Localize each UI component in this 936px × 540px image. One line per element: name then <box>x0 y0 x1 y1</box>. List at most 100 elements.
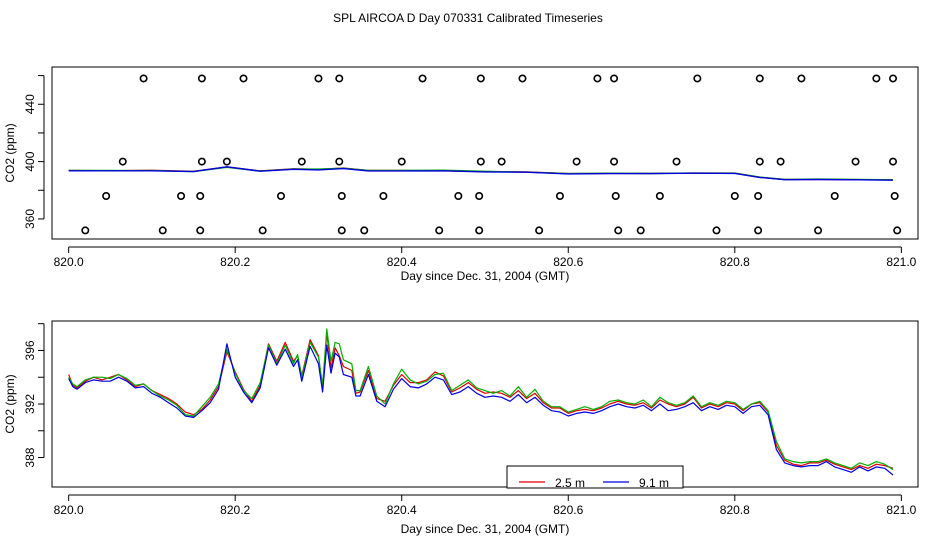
top-scatter-point <box>672 157 681 166</box>
bottom-x-tick-label: 820.6 <box>553 503 583 517</box>
top-scatter-point <box>335 157 344 166</box>
bottom-y-axis: 388 392 396 <box>23 323 45 468</box>
top-x-tick-label: 820.2 <box>220 255 250 269</box>
top-scatter <box>81 74 902 235</box>
top-scatter-point <box>222 157 231 166</box>
legend-box <box>506 465 684 489</box>
top-scatter-point <box>454 192 463 201</box>
top-scatter-point <box>258 226 267 235</box>
top-scatter-point <box>572 157 581 166</box>
top-scatter-point <box>196 226 205 235</box>
bottom-x-tick-label: 820.8 <box>720 503 750 517</box>
top-scatter-point <box>889 157 898 166</box>
top-scatter-point <box>535 226 544 235</box>
bottom-x-axis: 820.0 820.2 820.4 820.6 820.8 821.0 <box>54 494 917 517</box>
bottom-series-line-green <box>68 328 894 471</box>
top-scatter-point <box>397 157 406 166</box>
top-scatter-point <box>889 74 898 83</box>
top-scatter-point <box>755 74 764 83</box>
top-scatter-point <box>239 74 248 83</box>
top-scatter-point <box>297 157 306 166</box>
top-scatter-point <box>655 192 664 201</box>
top-x-tick-label: 820.6 <box>553 255 583 269</box>
top-scatter-point <box>475 226 484 235</box>
top-scatter-point <box>475 192 484 201</box>
top-scatter-point <box>337 226 346 235</box>
bottom-x-tick-label: 820.4 <box>387 503 417 517</box>
top-scatter-point <box>335 74 344 83</box>
top-scatter-point <box>851 157 860 166</box>
bottom-x-tick-label: 820.0 <box>54 503 84 517</box>
top-scatter-point <box>610 74 619 83</box>
bottom-x-tick-label: 820.2 <box>220 503 250 517</box>
top-scatter-point <box>158 226 167 235</box>
top-plot-frame <box>51 66 919 240</box>
bottom-y-tick-label: 396 <box>23 340 37 360</box>
top-scatter-point <box>754 226 763 235</box>
top-scatter-point <box>418 74 427 83</box>
top-scatter-point <box>610 157 619 166</box>
bottom-panel: 820.0 820.2 820.4 820.6 820.8 821.0 388 392 396… <box>3 320 919 536</box>
top-scatter-point <box>497 157 506 166</box>
top-scatter-point <box>118 157 127 166</box>
top-y-tick-label: 440 <box>23 94 37 114</box>
bottom-y-tick-label: 388 <box>23 447 37 467</box>
top-scatter-point <box>636 226 645 235</box>
top-scatter-point <box>476 157 485 166</box>
top-scatter-point <box>139 74 148 83</box>
top-scatter-point <box>197 157 206 166</box>
top-y-axis: 360 400 440 <box>23 75 45 229</box>
top-scatter-point <box>518 74 527 83</box>
bottom-series-line-2-5-m <box>68 332 894 471</box>
top-scatter-point <box>555 192 564 201</box>
top-scatter-point <box>196 192 205 201</box>
bottom-x-axis-label: Day since Dec. 31, 2004 (GMT) <box>401 522 570 536</box>
top-x-tick-label: 820.8 <box>720 255 750 269</box>
top-x-tick-label: 820.0 <box>54 255 84 269</box>
top-scatter-point <box>693 74 702 83</box>
bottom-series <box>68 328 894 476</box>
top-scatter-point <box>814 226 823 235</box>
top-scatter-point <box>337 192 346 201</box>
top-scatter-point <box>776 157 785 166</box>
top-panel: 820.0 820.2 820.4 820.6 820.8 821.0 360 400 440… <box>3 66 919 283</box>
top-scatter-point <box>81 226 90 235</box>
top-scatter-point <box>872 74 881 83</box>
legend-label-2-5m: 2.5 m <box>555 476 585 490</box>
top-scatter-point <box>102 192 111 201</box>
top-y-tick-label: 400 <box>23 151 37 171</box>
bottom-y-tick-label: 392 <box>23 394 37 414</box>
bottom-series-line-9-1-m <box>68 343 894 476</box>
top-scatter-point <box>177 192 186 201</box>
top-scatter-point <box>435 226 444 235</box>
top-series-line-blue <box>68 166 894 181</box>
top-scatter-point <box>379 192 388 201</box>
chart-title: SPL AIRCOA D Day 070331 Calibrated Times… <box>333 11 603 25</box>
top-scatter-point <box>593 74 602 83</box>
top-y-axis-label: CO2 (ppm) <box>3 123 17 182</box>
top-y-tick-label: 360 <box>23 209 37 229</box>
top-series <box>68 166 894 181</box>
top-scatter-point <box>754 192 763 201</box>
top-scatter-point <box>314 74 323 83</box>
bottom-plot-frame <box>51 320 919 488</box>
top-x-tick-label: 820.4 <box>387 255 417 269</box>
top-scatter-point <box>476 74 485 83</box>
top-x-axis-label: Day since Dec. 31, 2004 (GMT) <box>401 269 570 283</box>
top-scatter-point <box>830 192 839 201</box>
bottom-x-tick-label: 821.0 <box>886 503 916 517</box>
bottom-y-axis-label: CO2 (ppm) <box>3 374 17 433</box>
top-scatter-point <box>730 192 739 201</box>
top-scatter-point <box>276 192 285 201</box>
top-scatter-point <box>360 226 369 235</box>
top-scatter-point <box>712 226 721 235</box>
top-scatter-point <box>755 157 764 166</box>
top-x-axis: 820.0 820.2 820.4 820.6 820.8 821.0 <box>54 246 917 269</box>
top-scatter-point <box>611 192 620 201</box>
legend: 2.5 m 9.1 m <box>506 465 684 490</box>
top-scatter-point <box>197 74 206 83</box>
top-scatter-point <box>797 74 806 83</box>
top-scatter-point <box>890 192 899 201</box>
top-scatter-point <box>893 226 902 235</box>
